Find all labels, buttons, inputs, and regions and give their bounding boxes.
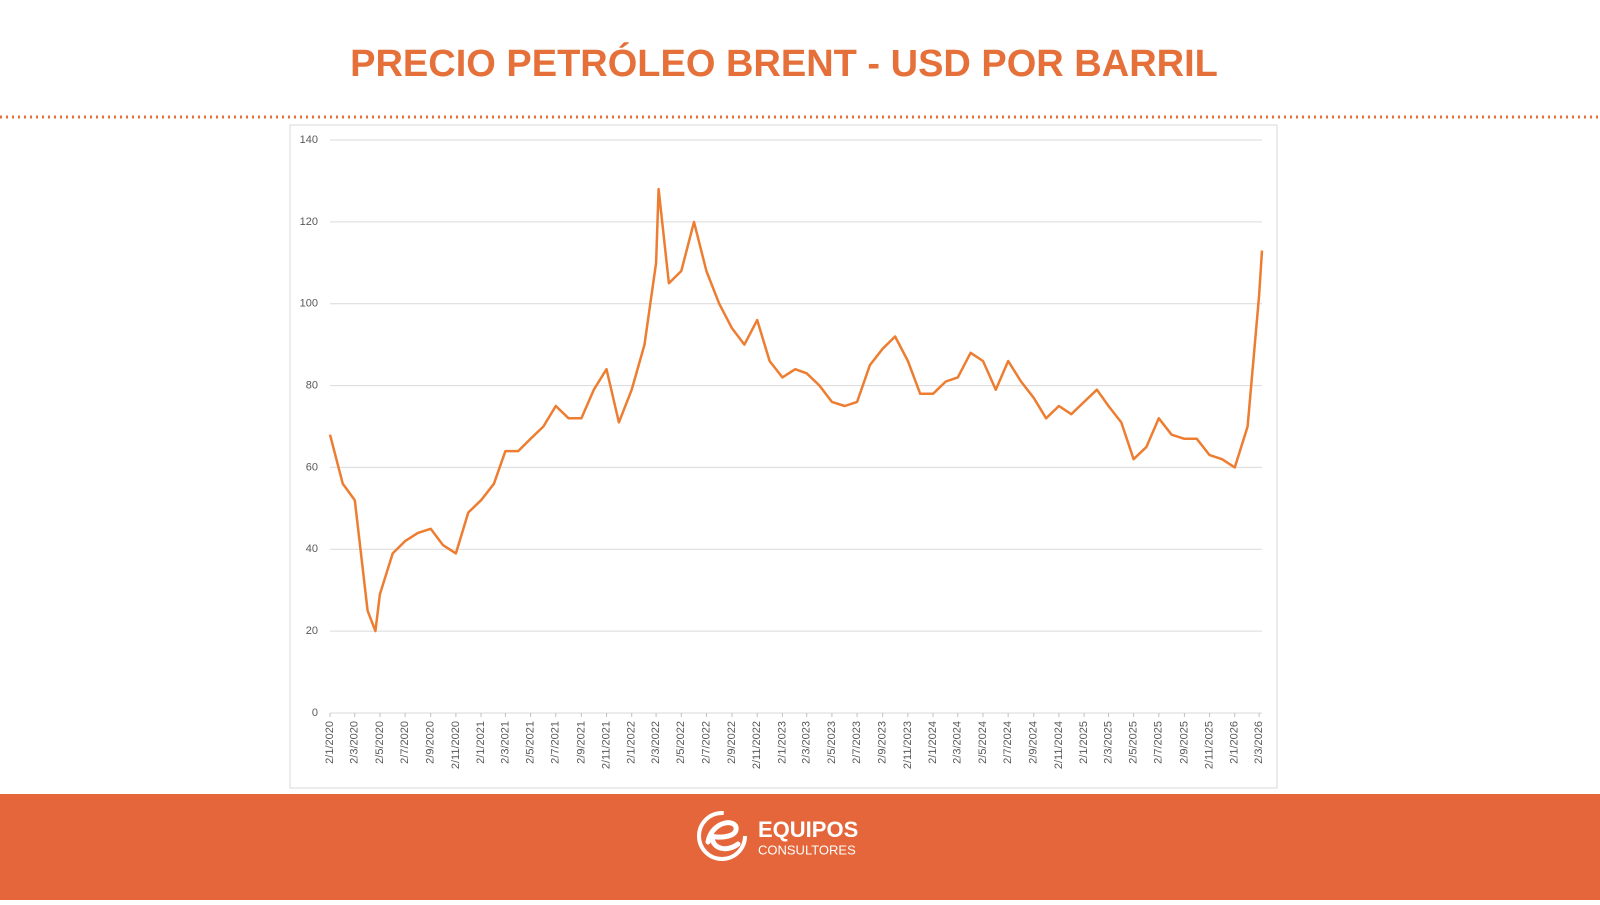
- x-tick-label: 2/3/2020: [349, 721, 361, 764]
- x-tick-label: 2/9/2024: [1028, 721, 1040, 764]
- x-tick-label: 2/9/2025: [1178, 721, 1190, 764]
- y-tick-label: 80: [306, 379, 318, 391]
- x-tick-label: 2/11/2022: [751, 721, 763, 769]
- x-tick-label: 2/3/2022: [650, 721, 662, 764]
- logo-e: [705, 820, 741, 852]
- x-tick-label: 2/7/2021: [550, 721, 562, 764]
- y-tick-label: 140: [300, 134, 318, 146]
- x-tick-label: 2/1/2026: [1229, 721, 1241, 764]
- x-tick-label: 2/7/2024: [1002, 721, 1014, 764]
- x-tick-label: 2/5/2024: [977, 721, 989, 764]
- chart-title: PRECIO PETRÓLEO BRENT - USD POR BARRIL: [350, 41, 1218, 85]
- x-tick-label: 2/9/2023: [877, 721, 889, 764]
- price-line: [328, 187, 1264, 633]
- y-tick-label: 120: [300, 216, 318, 228]
- y-tick-label: 0: [312, 707, 318, 719]
- x-tick-label: 2/5/2020: [374, 721, 386, 764]
- x-tick-label: 2/5/2025: [1128, 721, 1140, 764]
- footer: [0, 794, 1600, 900]
- x-tick-label: 2/3/2025: [1102, 721, 1114, 764]
- x-tick-label: 2/11/2023: [902, 721, 914, 769]
- x-tick-label: 2/7/2025: [1153, 721, 1165, 764]
- x-tick-label: 2/1/2025: [1078, 721, 1090, 764]
- y-tick-label: 20: [306, 625, 318, 637]
- logo-ring: [697, 811, 747, 861]
- y-tick-label: 60: [306, 461, 318, 473]
- x-tick-label: 2/1/2024: [927, 721, 939, 764]
- x-tick-label: 2/1/2022: [626, 721, 638, 764]
- y-tick-label: 100: [300, 298, 318, 310]
- x-tick-label: 2/11/2024: [1053, 721, 1065, 769]
- brand: EQUIPOS: [758, 817, 858, 842]
- x-tick-label: 2/7/2020: [399, 721, 411, 764]
- x-tick-label: 2/11/2025: [1203, 721, 1215, 769]
- x-tick-label: 2/3/2026: [1253, 721, 1265, 764]
- x-tick-label: 2/3/2024: [952, 721, 964, 764]
- chart-panel: [289, 124, 1278, 789]
- x-tick-label: 2/11/2021: [600, 721, 612, 769]
- y-tick-label: 40: [306, 543, 318, 555]
- x-tick-label: 2/5/2021: [525, 721, 537, 764]
- x-tick-label: 2/7/2022: [700, 721, 712, 764]
- x-tick-label: 2/3/2021: [499, 721, 511, 764]
- x-tick-label: 2/9/2022: [726, 721, 738, 764]
- tagline: CONSULTORES: [758, 842, 856, 857]
- x-tick-label: 2/5/2022: [675, 721, 687, 764]
- x-tick-label: 2/1/2020: [324, 721, 336, 764]
- x-tick-label: 2/9/2021: [575, 721, 587, 764]
- x-tick-label: 2/7/2023: [851, 721, 863, 764]
- x-tick-label: 2/1/2021: [475, 721, 487, 764]
- x-tick-label: 2/1/2023: [776, 721, 788, 764]
- x-tick-label: 2/11/2020: [450, 721, 462, 769]
- logo: [697, 811, 747, 861]
- x-tick-label: 2/5/2023: [826, 721, 838, 764]
- x-tick-label: 2/9/2020: [425, 721, 437, 764]
- x-tick-label: 2/3/2023: [801, 721, 813, 764]
